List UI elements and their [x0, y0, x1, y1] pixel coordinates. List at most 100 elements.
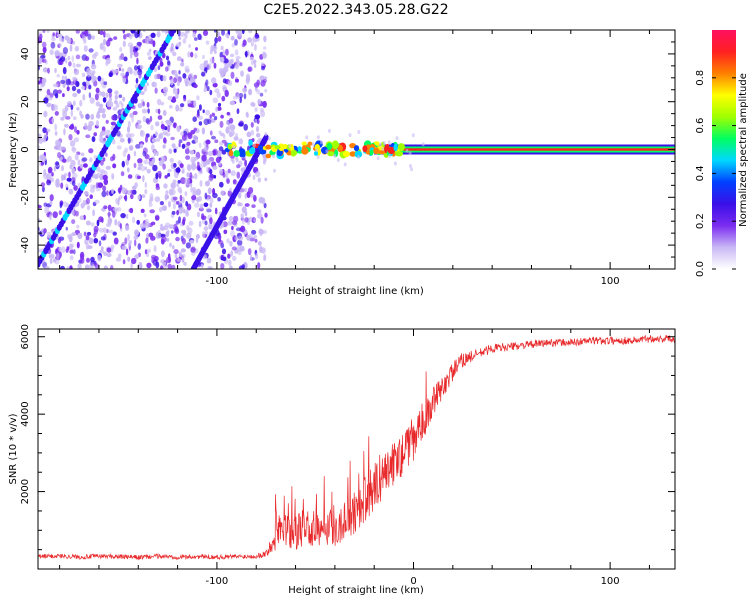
noise-speck — [57, 89, 62, 94]
noise-speck — [173, 163, 177, 168]
noise-speck — [149, 115, 153, 122]
noise-speck — [132, 110, 138, 116]
noise-speck — [74, 126, 77, 133]
colorbar-ticks: 0.0 0.2 0.4 0.6 0.8 — [695, 70, 736, 277]
noise-speck — [261, 66, 265, 71]
x-tick-label: -100 — [206, 276, 229, 287]
noise-speck — [86, 257, 90, 263]
noise-speck — [263, 46, 267, 50]
noise-speck — [250, 101, 255, 107]
noise-speck — [242, 87, 248, 93]
sparse-speck — [357, 155, 360, 159]
noise-speck — [156, 151, 159, 156]
noise-speck — [238, 92, 244, 99]
noise-speck — [240, 225, 246, 233]
carrier-band-core — [374, 148, 675, 151]
sparse-speck — [382, 141, 386, 145]
noise-speck — [115, 103, 120, 108]
noise-speck — [140, 129, 144, 137]
noise-speck — [257, 213, 263, 219]
noise-speck — [69, 140, 76, 147]
noise-speck — [207, 265, 213, 269]
noise-speck — [219, 181, 224, 188]
noise-speck — [169, 104, 173, 109]
noise-speck — [240, 213, 244, 218]
noise-speck — [176, 80, 180, 87]
noise-speck — [130, 262, 133, 269]
noise-speck — [231, 220, 238, 226]
noise-speck — [130, 193, 134, 200]
noise-speck — [250, 41, 254, 47]
noise-speck — [54, 131, 58, 136]
noise-speck — [148, 232, 154, 238]
noise-speck — [245, 50, 248, 58]
noise-speck — [131, 257, 137, 265]
noise-speck — [136, 57, 139, 65]
noise-speck — [181, 58, 184, 63]
noise-speck — [65, 116, 71, 120]
noise-speck — [84, 238, 88, 245]
noise-speck — [214, 139, 219, 143]
noise-speck — [86, 231, 92, 236]
noise-speck — [175, 236, 180, 242]
noise-speck — [254, 252, 259, 260]
noise-speck — [52, 32, 55, 37]
noise-speck — [190, 51, 194, 58]
noise-speck — [236, 93, 240, 100]
noise-speck — [262, 100, 267, 108]
noise-speck — [43, 134, 48, 139]
x-tick-label: -100 — [206, 576, 229, 587]
noise-speck — [250, 192, 254, 198]
noise-speck — [173, 77, 178, 84]
carrier-blob — [313, 151, 319, 156]
noise-speck — [152, 164, 158, 172]
noise-speck — [82, 94, 86, 101]
noise-speck — [221, 248, 227, 255]
noise-speck — [218, 238, 222, 243]
noise-speck — [189, 150, 195, 155]
noise-speck — [60, 116, 65, 121]
noise-speck — [171, 230, 174, 234]
noise-speck — [158, 134, 161, 140]
noise-speck — [178, 216, 181, 224]
noise-speck — [223, 229, 228, 234]
carrier-blob — [297, 146, 302, 152]
noise-speck — [193, 156, 198, 161]
noise-speck — [87, 33, 92, 41]
noise-speck — [115, 257, 122, 262]
noise-speck — [59, 201, 63, 207]
noise-speck — [214, 207, 218, 215]
noise-speck — [134, 182, 139, 188]
noise-speck — [167, 168, 172, 173]
noise-speck — [217, 197, 221, 202]
noise-speck — [129, 112, 135, 118]
noise-speck — [122, 259, 126, 265]
noise-speck — [67, 233, 73, 240]
noise-speck — [213, 174, 217, 179]
noise-speck — [222, 172, 226, 178]
noise-speck — [201, 72, 206, 77]
snr-xlabel: Height of straight line (km) — [288, 585, 424, 596]
noise-speck — [227, 80, 233, 86]
sparse-speck — [348, 133, 352, 138]
noise-speck — [43, 202, 48, 207]
noise-speck — [206, 166, 209, 173]
noise-speck — [128, 240, 132, 245]
noise-speck — [186, 141, 191, 146]
sparse-speck — [343, 162, 347, 167]
noise-speck — [203, 146, 209, 153]
noise-speck — [161, 124, 166, 130]
noise-speck — [157, 233, 162, 240]
noise-speck — [51, 117, 54, 124]
noise-speck — [134, 229, 139, 236]
noise-speck — [49, 194, 54, 202]
noise-speck — [238, 202, 243, 207]
noise-speck — [231, 225, 234, 231]
noise-speck — [92, 70, 96, 75]
y-tick-label: -20 — [20, 189, 31, 205]
noise-speck — [140, 165, 146, 172]
noise-speck — [264, 212, 268, 218]
noise-speck — [151, 158, 155, 164]
noise-speck — [192, 116, 197, 122]
noise-speck — [111, 188, 114, 194]
